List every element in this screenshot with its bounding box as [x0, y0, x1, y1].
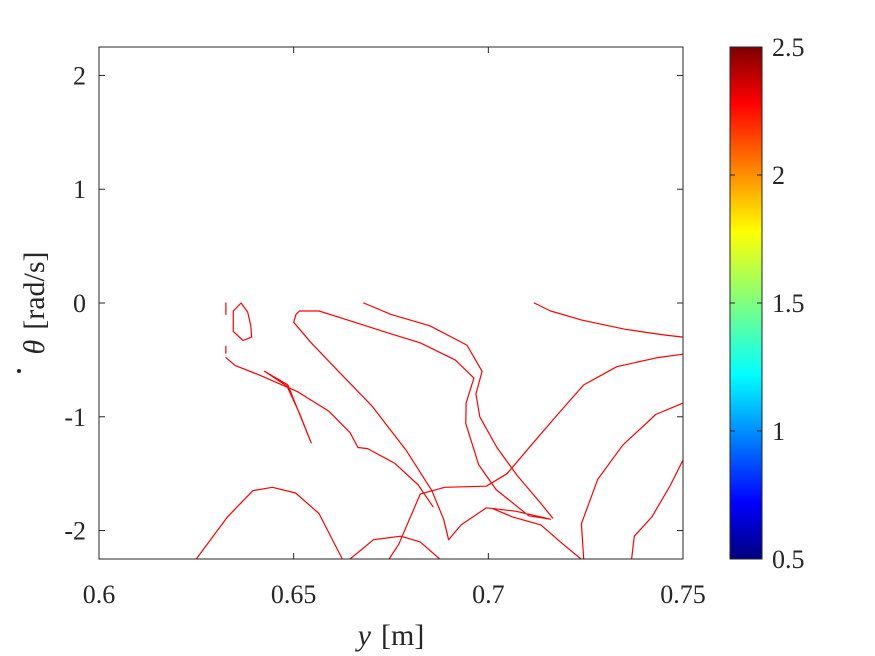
x-tick-label: 0.6: [83, 580, 116, 609]
y-axis-ticks: 2 1 0 -1 -2: [64, 61, 683, 546]
x-axis-ticks: 0.6 0.65 0.7 0.75: [83, 47, 706, 609]
y-axis-label: θ[rad/s]: [17, 251, 51, 373]
contour-curve-1: [225, 357, 434, 508]
y-tick-label: 2: [73, 61, 86, 90]
svg-text:θ[rad/s]: θ[rad/s]: [18, 251, 51, 354]
y-tick-label: -2: [64, 517, 86, 546]
x-tick-label: 0.7: [472, 580, 505, 609]
colorbar-tick-label: 2: [772, 161, 785, 190]
contour-curve-13: [580, 402, 683, 559]
contour-curve-6: [363, 302, 554, 519]
colorbar-tick-label: 0.5: [772, 545, 805, 574]
y-axis-label-dot: [17, 369, 21, 373]
colorbar-tick-label: 2.5: [772, 33, 805, 62]
plot-area: [99, 47, 683, 559]
colorbar-tick-label: 1.5: [772, 289, 805, 318]
colorbar-ticks: 2.5 2 1.5 1 0.5: [730, 33, 805, 574]
contour-curve-4: [232, 302, 253, 342]
contour-curve-7: [263, 370, 312, 444]
contour-curves: [195, 302, 683, 559]
contour-curve-9: [388, 353, 683, 559]
contour-curve-5: [293, 310, 552, 541]
colorbar: [729, 46, 763, 560]
contour-curve-12: [492, 508, 582, 559]
contour-curve-10: [195, 486, 343, 559]
y-tick-label: 0: [73, 289, 86, 318]
colorbar-tick-label: 1: [772, 417, 785, 446]
x-axis-label: y [m]: [355, 619, 425, 652]
contour-curve-8: [533, 302, 683, 338]
contour-curve-14: [630, 459, 683, 559]
x-tick-label: 0.75: [660, 580, 706, 609]
contour-curve-11: [349, 535, 441, 559]
y-tick-label: -1: [64, 403, 86, 432]
x-tick-label: 0.65: [271, 580, 317, 609]
y-tick-label: 1: [73, 175, 86, 204]
